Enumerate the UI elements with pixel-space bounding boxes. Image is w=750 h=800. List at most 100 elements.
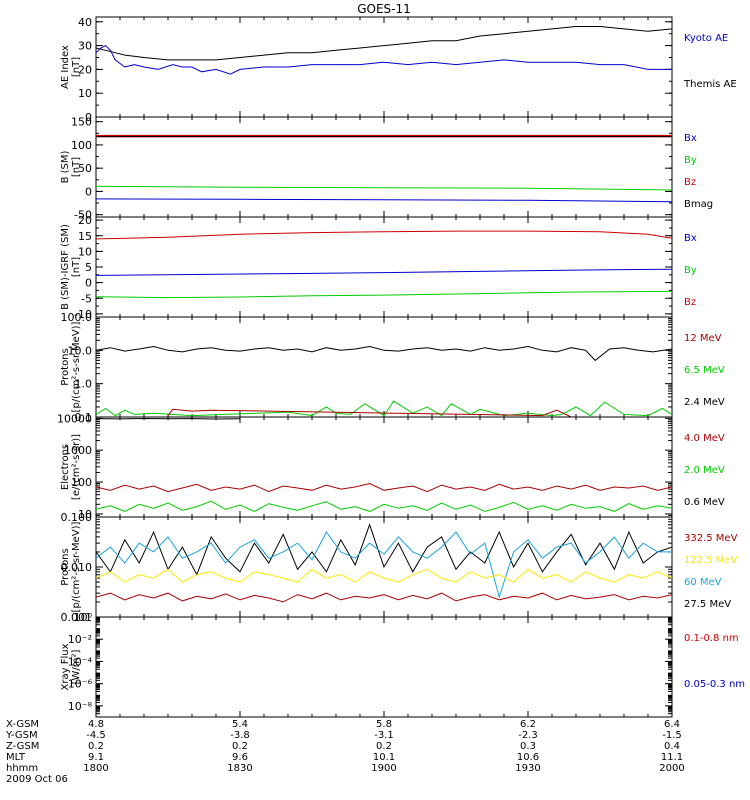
legend-entry: Bx [684, 133, 697, 144]
y-axis-label-line: [e/(cm²-s-sr)] [71, 434, 82, 500]
series-line-122-5-mev [96, 568, 672, 583]
legend-entry: 27.5 MeV [684, 599, 731, 610]
x-axis-value: 1830 [227, 763, 252, 774]
x-axis-value: 9.6 [232, 752, 248, 763]
x-axis-value: 6.2 [520, 719, 536, 730]
y-tick-label: 10⁻² [68, 633, 92, 646]
panel-6: 0.001 0.010 0.100Protons[p/(cm²-s-sr-MeV)]… [60, 511, 738, 624]
y-tick-label: 40 [78, 16, 92, 29]
y-axis-label-line: [nT] [71, 257, 82, 277]
panel-frame [95, 416, 673, 518]
x-axis-row-label: X-GSM [6, 719, 39, 730]
y-tick-label: 100 [71, 139, 92, 152]
series-line-bx [96, 268, 672, 276]
y-axis-label: Protons[p/(cm²-s-sr-MeV)] [60, 321, 82, 412]
legend-entry: 122.5 MeV [684, 555, 738, 566]
y-axis-label: Protons[p/(cm²-s-sr-MeV)] [60, 521, 82, 612]
y-axis-label-line: AE Index [60, 45, 71, 89]
series-line-27-5-mev [96, 523, 672, 576]
x-axis-row-label: hhmm [6, 763, 38, 774]
y-tick-label: 10 [78, 508, 92, 521]
y-axis-label-line: Xray Flux [60, 643, 71, 690]
x-axis-value: 10.1 [373, 752, 395, 763]
legend-entry: 0.05-0.3 nm [684, 679, 745, 690]
series-line-60-mev [96, 531, 672, 599]
x-axis-row-label: MLT [6, 752, 26, 763]
x-axis-value: 1930 [515, 763, 540, 774]
y-axis-label-line: B (SM) [60, 150, 71, 183]
legend-entry: 4.0 MeV [684, 433, 725, 444]
x-axis-value: 5.4 [232, 719, 248, 730]
series-line-kyoto-ae [96, 44, 672, 75]
y-tick-label: 1.0 [75, 378, 93, 391]
panel-7: 10⁻⁸ 10⁻⁶ 10⁻⁴ 10⁻² 10⁰ Xray Flux[W/m²] 0.1-0.… [60, 611, 745, 718]
y-tick-label: 100 [71, 476, 92, 489]
y-tick-label: 0 [85, 277, 92, 290]
legend-entry: By [684, 265, 697, 276]
date-label: 2009 Oct 06 [6, 774, 68, 785]
x-axis-value: 9.1 [88, 752, 104, 763]
x-axis-value: 10.6 [517, 752, 539, 763]
series-line-bz [96, 230, 672, 240]
y-tick-label: 30 [78, 40, 92, 53]
y-axis-label-line: Electrons [60, 444, 71, 490]
series-line-2-4-mev [96, 345, 672, 362]
panel-1: 0 10 20 30 40 AE Index[nT] Kyoto AE Themis AE [60, 16, 737, 124]
x-axis-row-label: Y-GSM [5, 730, 38, 741]
y-tick-label: 0.001 [61, 611, 93, 624]
y-tick-label: 20 [78, 214, 92, 227]
panel-frame [95, 116, 673, 218]
legend-entry: 12 MeV [684, 333, 722, 344]
y-tick-label: 10⁻⁸ [68, 700, 93, 713]
y-axis-label: Xray Flux[W/m²] [60, 643, 82, 690]
y-tick-label: 0.010 [61, 561, 93, 574]
y-tick-label: -50 [74, 209, 92, 222]
x-axis-value: -3.8 [230, 730, 250, 741]
y-tick-label: 0.100 [61, 511, 93, 524]
series-line-by [96, 185, 672, 191]
y-tick-label: 10⁻⁶ [68, 678, 93, 691]
panel-4: 0.11.010.0100.0Protons[p/(cm²-s-sr-MeV)]… [60, 311, 725, 424]
y-tick-label: 0 [85, 185, 92, 198]
series-line-12-mev [167, 408, 572, 417]
series-line-6-5-mev [96, 400, 672, 417]
legend-entry: Bmag [684, 199, 713, 210]
legend-entry: Bx [684, 233, 697, 244]
legend-entry: 0.6 MeV [684, 497, 725, 508]
y-tick-label: 100.0 [61, 311, 93, 324]
y-axis-label-line: [p/(cm²-s-sr-MeV)] [71, 321, 82, 412]
y-axis-label-line: [W/m²] [71, 649, 82, 684]
y-axis-label-line: [nT] [71, 157, 82, 177]
legend-entry: 6.5 MeV [684, 365, 725, 376]
x-axis-value: -2.3 [518, 730, 538, 741]
legend-entry: 2.0 MeV [684, 465, 725, 476]
y-axis-label: B (SM)[nT] [60, 150, 82, 183]
x-axis-row-label: Z-GSM [6, 741, 39, 752]
legend-entry: 332.5 MeV [684, 533, 738, 544]
series-line-themis-ae [96, 26, 672, 61]
y-axis-label-line: Protons [60, 548, 71, 585]
panel-5: 10 100 1000 10000 Electrons[e/(cm²-s-sr)] 4.0… [57, 412, 725, 521]
x-axis-value: 1900 [371, 763, 396, 774]
x-axis-value: -3.1 [374, 730, 394, 741]
y-tick-label: 50 [78, 162, 92, 175]
x-axis-value: 1800 [83, 763, 108, 774]
y-axis-label-line: Protons [60, 348, 71, 385]
x-axis-value: 4.8 [88, 719, 104, 730]
y-tick-label: 10⁻⁴ [68, 655, 93, 668]
x-axis-value: 5.8 [376, 719, 392, 730]
series-line-by [96, 290, 672, 299]
y-axis-label: Electrons[e/(cm²-s-sr)] [60, 434, 82, 500]
x-axis-value: 0.2 [88, 741, 104, 752]
legend-entry: 0.1-0.8 nm [684, 633, 739, 644]
series-line-332-5-mev [96, 592, 672, 603]
y-tick-label: 10.0 [68, 344, 93, 357]
y-tick-label: 10⁰ [74, 611, 93, 624]
y-tick-label: 10 [78, 87, 92, 100]
y-axis-label-line: B (SM)-IGRF (SM) [60, 224, 71, 310]
x-axis-value: 2000 [659, 763, 684, 774]
y-axis-label: B (SM)-IGRF (SM)[nT] [60, 224, 82, 310]
y-tick-label: 1000 [64, 444, 92, 457]
legend-entry: By [684, 155, 697, 166]
